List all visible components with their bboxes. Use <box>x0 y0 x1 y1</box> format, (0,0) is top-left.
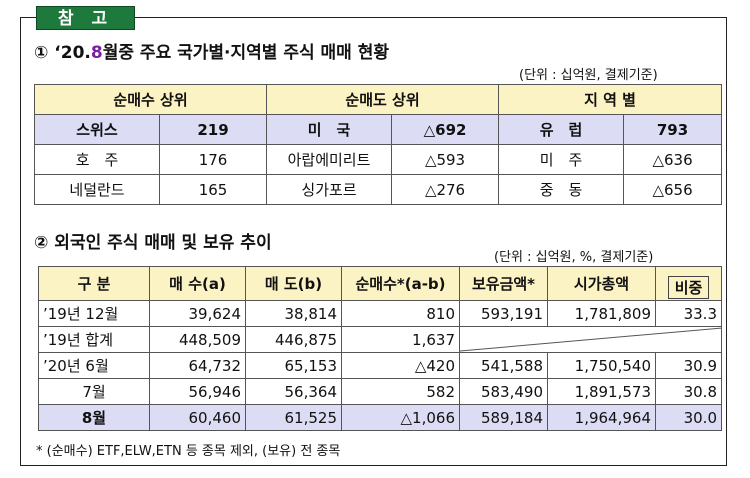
header-net-sell-top: 순매도 상위 <box>266 84 500 115</box>
table-header-row: 순매수 상위 순매도 상위 지 역 별 <box>33 84 723 115</box>
header-market-cap: 시가총액 <box>547 266 656 301</box>
header-category: 구 분 <box>38 266 150 301</box>
empty-cell <box>459 326 722 353</box>
header-net-buy-top: 순매수 상위 <box>33 84 268 115</box>
table-row: ’19년 12월 39,624 38,814 810 593,191 1,781… <box>38 300 722 327</box>
table-row: ’20년 6월 64,732 65,153 △420 541,588 1,750… <box>38 352 722 379</box>
section1-unit: (단위 : 십억원, 결제기준) <box>519 68 658 83</box>
foreign-trading-table: 구 분 매 수(a) 매 도(b) 순매수*(a-b) 보유금액* 시가총액 비… <box>38 266 722 431</box>
table-row: ’19년 합계 448,509 446,875 1,637 <box>38 326 722 353</box>
reference-tag: 참 고 <box>36 6 135 30</box>
section2-unit: (단위 : 십억원, %, 결제기준) <box>494 250 654 265</box>
section2-title: ② 외국인 주식 매매 및 보유 추이 <box>34 233 272 253</box>
table-row-highlight: 8월 60,460 61,525 △1,066 589,184 1,964,96… <box>38 404 722 431</box>
header-holdings: 보유금액* <box>459 266 548 301</box>
footnote: * (순매수) ETF,ELW,ETN 등 종목 제외, (보유) 전 종목 <box>36 444 341 459</box>
header-ratio: 비중 <box>655 266 722 301</box>
section1-title: ① ‘20.8월중 주요 국가별·지역별 주식 매매 현황 <box>34 43 390 63</box>
content-frame <box>20 17 727 466</box>
table-row: 7월 56,946 56,364 582 583,490 1,891,573 3… <box>38 378 722 405</box>
table-row: 호 주 176 아랍에미리트 △593 미 주 △636 <box>34 144 723 175</box>
header-sell: 매 도(b) <box>245 266 342 301</box>
table-row: 네덜란드 165 싱가포르 △276 중 동 △656 <box>34 174 723 205</box>
table-header-row: 구 분 매 수(a) 매 도(b) 순매수*(a-b) 보유금액* 시가총액 비… <box>38 266 722 301</box>
table-row: 스위스 219 미 국 △692 유 럽 793 <box>34 114 723 145</box>
diagonal-line <box>460 327 721 352</box>
header-buy: 매 수(a) <box>149 266 246 301</box>
header-net-buy: 순매수*(a-b) <box>341 266 460 301</box>
header-by-region: 지 역 별 <box>498 84 723 115</box>
country-trade-table: 순매수 상위 순매도 상위 지 역 별 스위스 219 미 국 △692 유 럽… <box>33 84 723 205</box>
